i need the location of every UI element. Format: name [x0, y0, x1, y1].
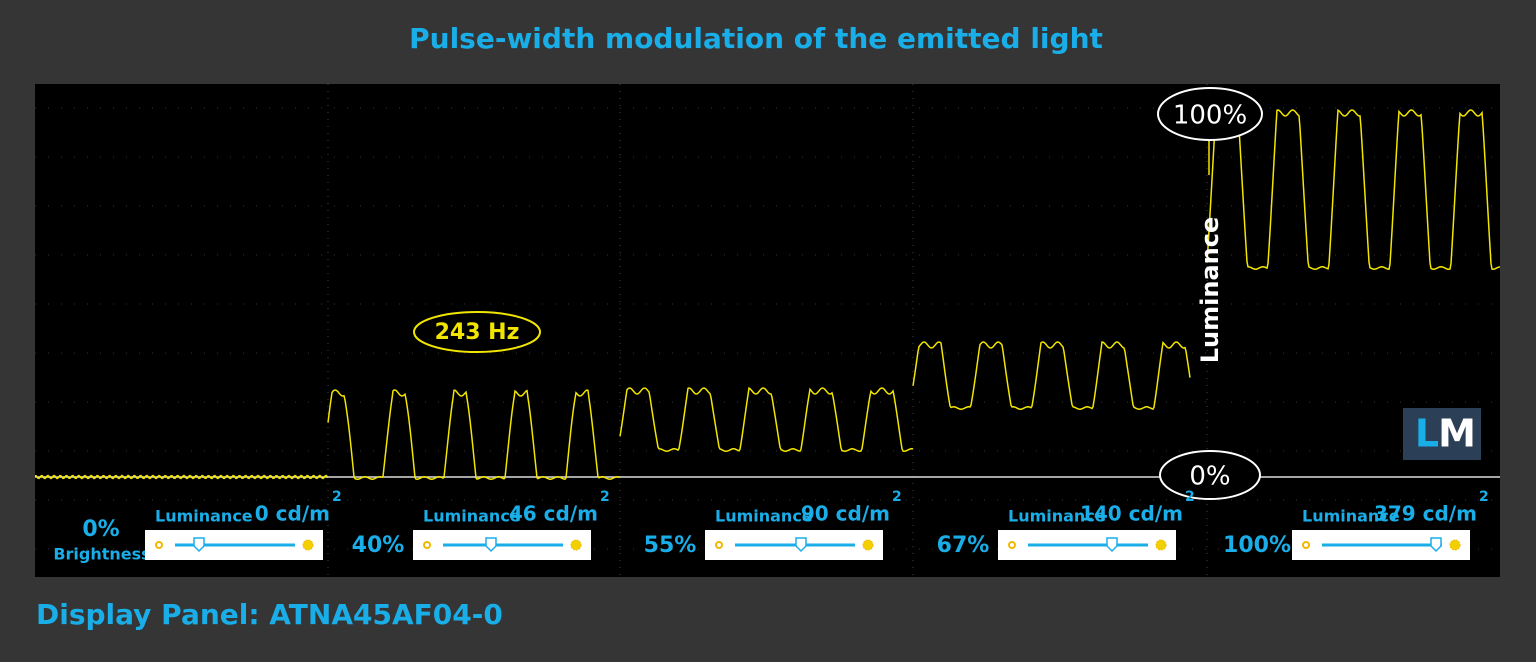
slider-sun-small [155, 541, 163, 549]
slider-sun-large [570, 539, 582, 551]
luminance-label: Luminance [1008, 507, 1106, 526]
footer: Display Panel: ATNA45AF04-0 [36, 598, 503, 631]
luminance-value: 0 cd/m [255, 502, 330, 526]
slider-sun-large [1155, 539, 1167, 551]
unit-power: 2 [1479, 489, 1489, 505]
slider-sun-small [1302, 541, 1310, 549]
waveform [327, 389, 621, 481]
luminance-value: 379 cd/m [1374, 502, 1477, 526]
unit-power: 2 [892, 489, 902, 505]
bottom-level-ellipse [1159, 450, 1261, 500]
title: Pulse-width modulation of the emitted li… [409, 22, 1103, 55]
axis-label: Luminance [1196, 217, 1224, 363]
waveform [1206, 108, 1501, 271]
bottom-level-label: 0% [1189, 462, 1230, 492]
slider-knob [485, 537, 497, 553]
frequency-ellipse [413, 311, 541, 353]
slider-sun-small [423, 541, 431, 549]
luminance-label: Luminance [1302, 507, 1400, 526]
top-level-ellipse [1157, 87, 1263, 141]
scope-screen [35, 84, 1500, 577]
luminance-label: Luminance [715, 507, 813, 526]
slider-sun-large [862, 539, 874, 551]
unit-power: 2 [600, 489, 610, 505]
brightness-value: 67% [937, 533, 990, 558]
luminance-value: 140 cd/m [1080, 502, 1183, 526]
frequency-label: 243 Hz [435, 320, 520, 345]
luminance-label: Luminance [423, 507, 521, 526]
luminance-value: 46 cd/m [509, 502, 598, 526]
waveform [619, 386, 914, 453]
top-level-label: 100% [1173, 101, 1247, 131]
slider-knob [1106, 537, 1118, 553]
brightness-value: 0% [82, 517, 119, 542]
unit-power: 2 [1185, 489, 1195, 505]
logo-box [1403, 408, 1481, 460]
slider-sun-large [302, 539, 314, 551]
brightness-value: 40% [352, 533, 405, 558]
brightness-value: 100% [1223, 533, 1291, 558]
brightness-value: 55% [644, 533, 697, 558]
waveform [912, 341, 1191, 410]
slider-knob [1430, 537, 1442, 553]
luminance-value: 90 cd/m [801, 502, 890, 526]
unit-power: 2 [332, 489, 342, 505]
luminance-label: Luminance [155, 507, 253, 526]
slider-knob [795, 537, 807, 553]
slider-sun-small [715, 541, 723, 549]
waveform [35, 474, 329, 480]
slider-sun-small [1008, 541, 1016, 549]
waveforms [35, 108, 1501, 481]
logo-l: L [1415, 412, 1439, 456]
logo-m: M [1438, 412, 1476, 456]
brightness-label: Brightness [53, 545, 150, 564]
slider-knob [193, 537, 205, 553]
slider-sun-large [1449, 539, 1461, 551]
